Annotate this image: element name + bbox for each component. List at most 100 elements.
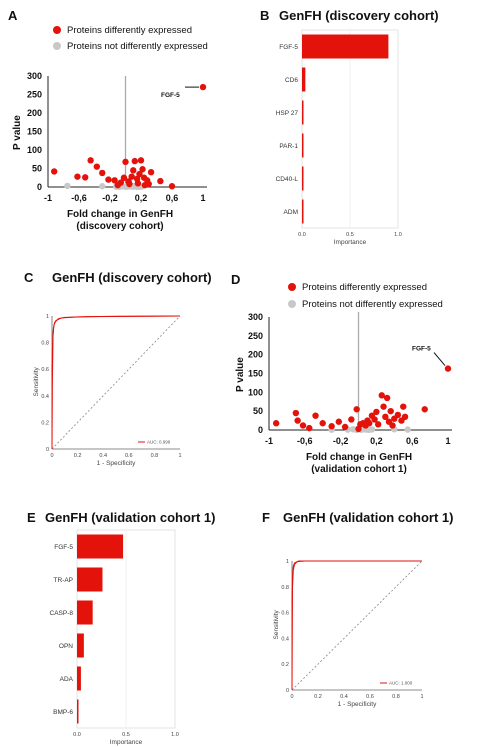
roc-lines xyxy=(291,560,422,691)
y-tick-label: 0.4 xyxy=(41,394,49,400)
roc-curve-line xyxy=(291,560,422,691)
chart-title: GenFH (discovery cohort) xyxy=(279,8,439,23)
y-tick-label: 0.6 xyxy=(281,611,289,617)
category-label: TR-AP xyxy=(54,577,74,584)
legend-label-diff: Proteins differently expressed xyxy=(67,25,192,36)
data-point-diff xyxy=(444,365,452,372)
data-point-diff xyxy=(341,423,349,431)
roc-curve-discovery: C GenFH (discovery cohort) 0 0.2 0.4 0.6 0.8… xyxy=(24,270,212,467)
x-tick-label: 0,2 xyxy=(135,193,148,203)
importance-bar xyxy=(302,133,304,158)
roc-curve-validation: F GenFH (validation cohort 1) 0 0.2 0.4 0.6… xyxy=(262,510,453,708)
category-label: HSP 27 xyxy=(276,110,299,117)
x-axis-label: 1 - Specificity xyxy=(97,460,136,467)
x-tick-label: -1 xyxy=(44,193,52,203)
data-point-nondiff xyxy=(368,426,376,433)
x-tick-label: 0 xyxy=(50,453,53,459)
data-point-diff xyxy=(199,83,207,91)
x-tick-label: 0,2 xyxy=(370,436,383,446)
x-tick-label: 0.8 xyxy=(151,453,159,459)
importance-chart-discovery: B GenFH (discovery cohort) FGF-5 CD6 HSP 2… xyxy=(260,8,439,246)
data-point-diff xyxy=(312,412,319,419)
data-point-diff xyxy=(122,158,129,166)
axes: FGF-5 TR-AP CASP-8 OPN ADA BMP-6 0.0 0.5 1.0 xyxy=(50,529,179,738)
panel-label-a: A xyxy=(8,8,18,23)
y-axis-label: P value xyxy=(235,357,246,392)
legend-label-diff: Proteins differently expressed xyxy=(302,282,427,293)
data-point-diff xyxy=(366,420,373,427)
data-point-diff xyxy=(421,406,428,413)
importance-bar xyxy=(77,600,93,625)
bars xyxy=(77,534,124,724)
y-tick-label: 1 xyxy=(46,314,49,320)
y-tick-label: 150 xyxy=(248,369,263,379)
importance-bar xyxy=(302,199,304,224)
data-point-diff xyxy=(371,416,378,423)
y-tick-label: 200 xyxy=(27,108,42,118)
importance-bar xyxy=(77,567,103,592)
y-tick-label: 0 xyxy=(286,688,289,694)
category-label: CD6 xyxy=(285,77,298,84)
data-point-diff xyxy=(319,420,326,427)
panel-label-c: C xyxy=(24,270,34,285)
y-tick-label: 250 xyxy=(27,90,42,100)
legend-marker-diff xyxy=(288,283,296,291)
data-point-diff xyxy=(137,157,145,164)
volcano-plot-validation: D Proteins differently expressed Protein… xyxy=(231,272,452,475)
data-point-diff xyxy=(99,169,106,177)
importance-bar xyxy=(77,666,81,691)
x-tick-label: -1 xyxy=(265,436,273,446)
data-point-diff xyxy=(306,424,313,432)
y-tick-label: 300 xyxy=(27,71,42,81)
data-point-diff xyxy=(139,166,146,173)
importance-bar xyxy=(302,166,304,191)
y-tick-label: 0.8 xyxy=(41,341,49,347)
category-label: OPN xyxy=(59,643,73,650)
bars xyxy=(302,34,389,224)
panel-label-b: B xyxy=(260,8,269,23)
data-point-diff xyxy=(157,177,164,185)
data-point-diff xyxy=(120,174,128,181)
x-tick-label: 1.0 xyxy=(171,732,179,738)
data-point-diff xyxy=(294,417,301,424)
data-point-diff xyxy=(93,163,101,170)
data-point-diff xyxy=(82,174,89,181)
data-point-diff xyxy=(383,394,391,402)
legend-label-nondiff: Proteins not differently expressed xyxy=(67,41,208,52)
panel-label-d: D xyxy=(231,272,240,287)
data-point-diff xyxy=(292,409,300,417)
auc-label: AUC: 0.999 xyxy=(147,440,171,445)
x-axis-label: Fold change in GenFH xyxy=(67,209,173,220)
x-tick-label: 1 xyxy=(420,694,423,700)
data-point-diff xyxy=(355,425,362,433)
x-tick-label: 0.5 xyxy=(346,232,354,238)
data-point-diff xyxy=(134,180,142,187)
legend-label-nondiff: Proteins not differently expressed xyxy=(302,299,443,310)
x-tick-label: 0.0 xyxy=(298,232,306,238)
legend-marker-diff xyxy=(53,26,61,34)
data-point-diff xyxy=(74,173,81,180)
x-tick-label: 0,6 xyxy=(166,193,179,203)
category-label: CASP-8 xyxy=(50,610,74,617)
importance-bar xyxy=(302,100,304,125)
x-tick-label: 0.8 xyxy=(392,694,400,700)
chart-title: GenFH (validation cohort 1) xyxy=(283,510,453,525)
x-tick-label: 0.5 xyxy=(122,732,130,738)
x-tick-label: -0,6 xyxy=(297,436,313,446)
fgf5-annotation: FGF-5 xyxy=(161,92,180,99)
axes: -1 -0,6 -0,2 0,2 0,6 1 0 50 100 150 200 250 300 xyxy=(27,71,207,203)
y-tick-label: 0 xyxy=(258,425,263,435)
auc-label: AUC: 1.000 xyxy=(389,681,413,686)
x-tick-label: -0,6 xyxy=(71,193,87,203)
legend: Proteins differently expressed Proteins … xyxy=(288,282,443,310)
y-tick-label: 0.2 xyxy=(41,420,49,426)
x-tick-label: 0.4 xyxy=(340,694,348,700)
data-point-diff xyxy=(389,422,396,429)
legend-marker-nondiff xyxy=(288,300,296,308)
data-point-diff xyxy=(394,411,402,419)
importance-bar xyxy=(77,699,79,724)
data-point-diff xyxy=(126,180,133,188)
data-point-diff xyxy=(387,407,394,415)
fgf5-annotation: FGF-5 xyxy=(412,346,431,353)
x-axis-label-line2: (discovery cohort) xyxy=(76,221,163,232)
